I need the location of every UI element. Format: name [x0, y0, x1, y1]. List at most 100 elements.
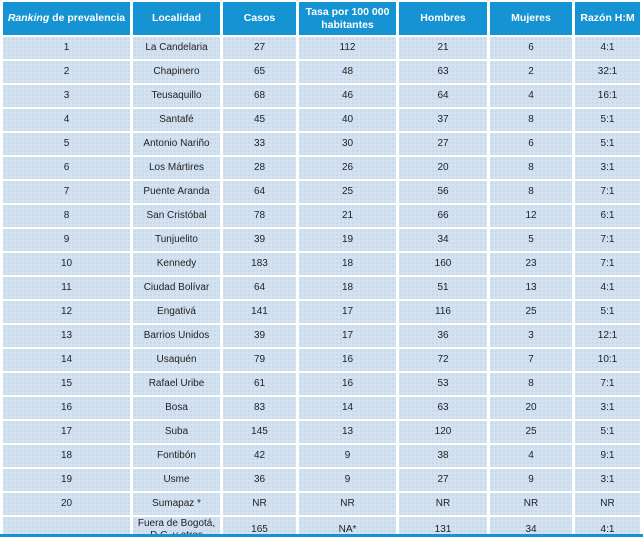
cell-casos: 145: [223, 421, 296, 443]
cell-localidad: Chapinero: [133, 61, 220, 83]
cell-localidad: Barrios Unidos: [133, 325, 220, 347]
cell-rank: 19: [3, 469, 130, 491]
cell-hombres: 20: [399, 157, 487, 179]
cell-casos: 79: [223, 349, 296, 371]
cell-mujeres: 2: [490, 61, 572, 83]
cell-casos: 27: [223, 37, 296, 59]
cell-hombres: 116: [399, 301, 487, 323]
cell-razon: NR: [575, 493, 640, 515]
cell-razon: 5:1: [575, 421, 640, 443]
cell-localidad: Kennedy: [133, 253, 220, 275]
table-row: 13 Barrios Unidos 39 17 36 3 12:1: [3, 325, 640, 347]
cell-hombres: 63: [399, 61, 487, 83]
cell-razon: 4:1: [575, 277, 640, 299]
cell-casos: 64: [223, 181, 296, 203]
cell-mujeres: 9: [490, 469, 572, 491]
cell-localidad: Antonio Nariño: [133, 133, 220, 155]
cell-hombres: 53: [399, 373, 487, 395]
cell-tasa: 46: [299, 85, 396, 107]
cell-casos: 183: [223, 253, 296, 275]
cell-casos: 45: [223, 109, 296, 131]
cell-hombres: 66: [399, 205, 487, 227]
cell-razon: 12:1: [575, 325, 640, 347]
cell-hombres: 38: [399, 445, 487, 467]
cell-localidad: Sumapaz *: [133, 493, 220, 515]
cell-rank: 13: [3, 325, 130, 347]
table-row: Fuera de Bogotá, D.C. y otros 165 NA* 13…: [3, 517, 640, 534]
cell-mujeres: 8: [490, 373, 572, 395]
cell-localidad: Fuera de Bogotá, D.C. y otros: [133, 517, 220, 534]
column-header-razon: Razón H:M: [575, 2, 640, 35]
cell-tasa: NR: [299, 493, 396, 515]
cell-localidad: Usme: [133, 469, 220, 491]
cell-hombres: 36: [399, 325, 487, 347]
cell-casos: 65: [223, 61, 296, 83]
cell-casos: NR: [223, 493, 296, 515]
cell-localidad: Fontibón: [133, 445, 220, 467]
table-row: 6 Los Mártires 28 26 20 8 3:1: [3, 157, 640, 179]
cell-rank: 14: [3, 349, 130, 371]
cell-localidad: Puente Aranda: [133, 181, 220, 203]
cell-casos: 141: [223, 301, 296, 323]
table-row: 5 Antonio Nariño 33 30 27 6 5:1: [3, 133, 640, 155]
cell-hombres: 131: [399, 517, 487, 534]
cell-rank: 15: [3, 373, 130, 395]
cell-rank: 8: [3, 205, 130, 227]
cell-tasa: 9: [299, 469, 396, 491]
cell-casos: 39: [223, 229, 296, 251]
cell-mujeres: 34: [490, 517, 572, 534]
cell-tasa: 18: [299, 253, 396, 275]
cell-casos: 165: [223, 517, 296, 534]
table-row: 15 Rafael Uribe 61 16 53 8 7:1: [3, 373, 640, 395]
header-row: Ranking de prevalencia Localidad Casos T…: [3, 2, 640, 35]
cell-mujeres: 7: [490, 349, 572, 371]
cell-localidad: Ciudad Bolívar: [133, 277, 220, 299]
cell-tasa: 112: [299, 37, 396, 59]
table-row: 16 Bosa 83 14 63 20 3:1: [3, 397, 640, 419]
cell-tasa: 21: [299, 205, 396, 227]
column-header-hombres: Hombres: [399, 2, 487, 35]
cell-localidad: Rafael Uribe: [133, 373, 220, 395]
cell-mujeres: 8: [490, 157, 572, 179]
cell-tasa: NA*: [299, 517, 396, 534]
cell-mujeres: 13: [490, 277, 572, 299]
cell-razon: 16:1: [575, 85, 640, 107]
cell-hombres: 37: [399, 109, 487, 131]
table-row: 20 Sumapaz * NR NR NR NR NR: [3, 493, 640, 515]
cell-tasa: 9: [299, 445, 396, 467]
cell-localidad: La Candelaria: [133, 37, 220, 59]
cell-casos: 28: [223, 157, 296, 179]
cell-localidad: San Cristóbal: [133, 205, 220, 227]
cell-localidad: Engativá: [133, 301, 220, 323]
cell-hombres: 34: [399, 229, 487, 251]
cell-razon: 3:1: [575, 157, 640, 179]
cell-casos: 33: [223, 133, 296, 155]
cell-razon: 9:1: [575, 445, 640, 467]
cell-rank: 2: [3, 61, 130, 83]
table-row: 9 Tunjuelito 39 19 34 5 7:1: [3, 229, 640, 251]
cell-hombres: 64: [399, 85, 487, 107]
cell-hombres: NR: [399, 493, 487, 515]
cell-rank: 4: [3, 109, 130, 131]
cell-mujeres: 4: [490, 445, 572, 467]
cell-localidad: Los Mártires: [133, 157, 220, 179]
cell-tasa: 13: [299, 421, 396, 443]
cell-razon: 3:1: [575, 469, 640, 491]
ranking-italic-label: Ranking: [7, 12, 50, 25]
column-header-tasa: Tasa por 100 000 habitantes: [299, 2, 396, 35]
table-row: 8 San Cristóbal 78 21 66 12 6:1: [3, 205, 640, 227]
table-row: 3 Teusaquillo 68 46 64 4 16:1: [3, 85, 640, 107]
cell-tasa: 30: [299, 133, 396, 155]
table-row: 4 Santafé 45 40 37 8 5:1: [3, 109, 640, 131]
table-row: 10 Kennedy 183 18 160 23 7:1: [3, 253, 640, 275]
cell-hombres: 72: [399, 349, 487, 371]
cell-rank: [3, 517, 130, 534]
cell-mujeres: 6: [490, 133, 572, 155]
table-row: 1 La Candelaria 27 112 21 6 4:1: [3, 37, 640, 59]
cell-razon: 5:1: [575, 109, 640, 131]
cell-casos: 78: [223, 205, 296, 227]
cell-localidad: Bosa: [133, 397, 220, 419]
cell-hombres: 120: [399, 421, 487, 443]
cell-razon: 7:1: [575, 181, 640, 203]
